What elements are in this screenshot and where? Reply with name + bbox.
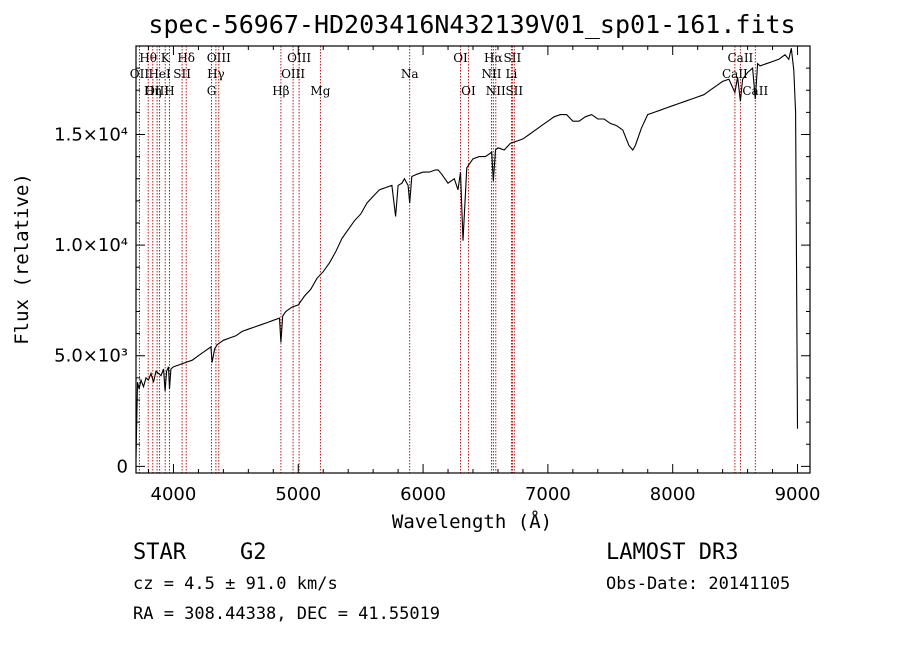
observation-date: Obs-Date: 20141105 xyxy=(606,574,790,594)
line-label: Hθ xyxy=(139,51,157,65)
line-label: OII xyxy=(130,67,150,81)
y-axis: 0 5.0×10³ 1.0×10⁴ 1.5×10⁴ xyxy=(54,67,810,477)
line-label: OIII xyxy=(207,51,231,65)
line-label: Hα xyxy=(484,51,503,65)
survey-name: LAMOST DR3 xyxy=(606,540,738,565)
line-label: Hγ xyxy=(207,67,225,81)
line-label: NII xyxy=(482,67,502,81)
x-tick-label: 8000 xyxy=(650,484,696,505)
line-label: SII xyxy=(173,67,191,81)
line-label: HeI xyxy=(148,67,171,81)
line-label: OIII xyxy=(287,51,311,65)
emission-line-markers xyxy=(138,46,756,473)
line-label: Hη xyxy=(144,84,162,98)
line-label: OI xyxy=(453,51,468,65)
line-label: CaII xyxy=(722,67,748,81)
line-label: Na xyxy=(401,67,419,81)
line-label: NII xyxy=(486,84,506,98)
x-tick-label: 4000 xyxy=(151,484,197,505)
y-tick-label: 5.0×10³ xyxy=(54,346,128,367)
redshift-readout: cz = 4.5 ± 91.0 km/s xyxy=(133,574,338,594)
line-label: OI xyxy=(461,84,476,98)
y-tick-label: 1.0×10⁴ xyxy=(54,235,128,256)
line-label: G xyxy=(207,84,217,98)
y-tick-label: 1.5×10⁴ xyxy=(54,124,128,145)
line-label: K xyxy=(161,51,171,65)
x-axis-label: Wavelength (Å) xyxy=(392,510,552,533)
line-label: Li xyxy=(505,67,517,81)
y-tick-label: 0 xyxy=(117,456,128,477)
line-label: SII xyxy=(504,51,522,65)
x-tick-label: 5000 xyxy=(275,484,321,505)
spectrum-line xyxy=(135,48,799,458)
y-axis-label: Flux (relative) xyxy=(11,173,33,345)
line-label: CaII xyxy=(727,51,753,65)
chart-title: spec-56967-HD203416N432139V01_sp01-161.f… xyxy=(148,10,795,39)
plot-frame xyxy=(135,45,811,474)
coordinates-readout: RA = 308.44338, DEC = 41.55019 xyxy=(133,604,440,624)
line-label: OIII xyxy=(281,67,305,81)
x-axis: 4000 5000 6000 7000 8000 9000 xyxy=(147,46,821,505)
line-label: Hδ xyxy=(177,51,195,65)
line-label: OIII xyxy=(145,84,169,98)
x-tick-label: 9000 xyxy=(775,484,821,505)
line-label: Mg xyxy=(310,84,330,98)
line-label: Hβ xyxy=(272,84,289,98)
x-tick-label: 6000 xyxy=(400,484,446,505)
line-label: H xyxy=(164,84,174,98)
line-label: SII xyxy=(505,84,523,98)
object-class: STAR xyxy=(133,540,187,565)
x-tick-label: 7000 xyxy=(525,484,571,505)
spectral-subclass: G2 xyxy=(240,540,267,565)
